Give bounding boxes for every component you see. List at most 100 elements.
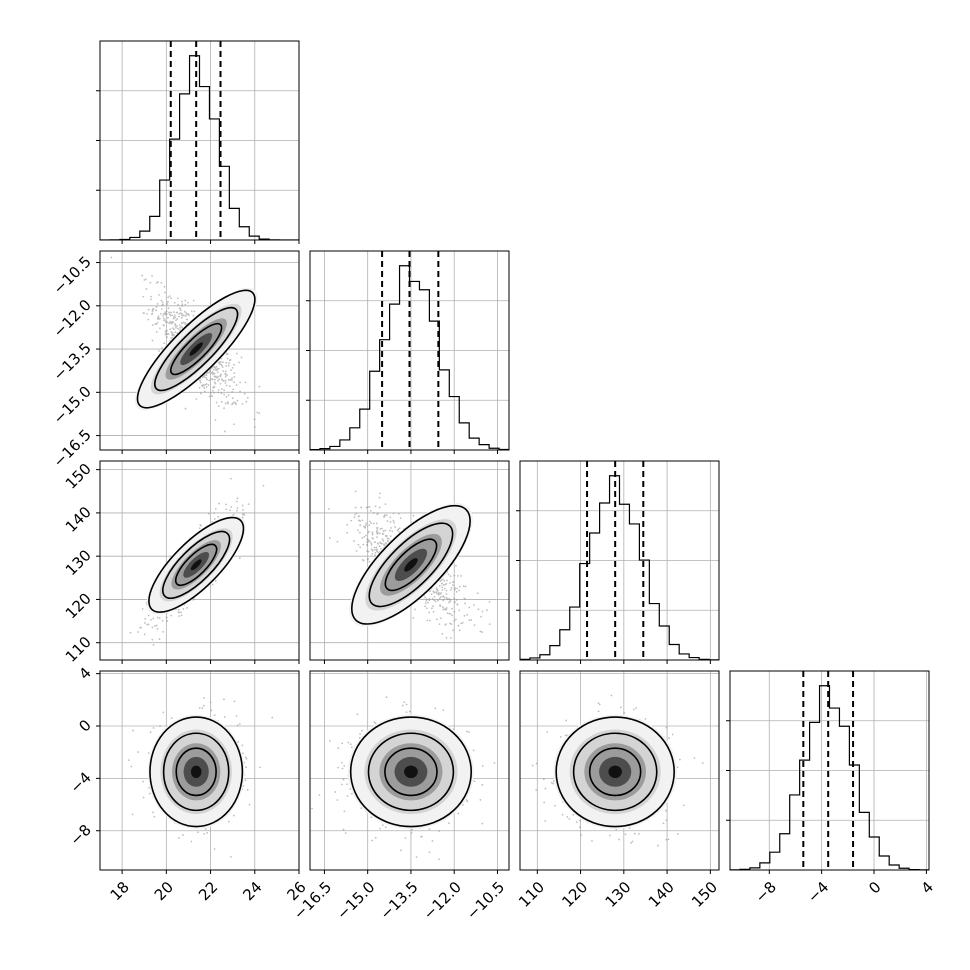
scatter-point <box>241 402 244 405</box>
scatter-point <box>162 303 164 306</box>
scatter-point <box>445 597 448 599</box>
scatter-point <box>433 596 436 598</box>
scatter-point <box>360 506 363 509</box>
y-tick-label: −13.5 <box>50 339 95 384</box>
scatter-point <box>192 598 195 601</box>
scatter-point <box>397 528 400 531</box>
scatter-point <box>454 587 457 589</box>
x-tick-label: 150 <box>688 878 721 911</box>
scatter-point <box>337 747 340 750</box>
scatter-point <box>271 716 274 719</box>
scatter-point <box>171 327 174 329</box>
scatter-point <box>204 383 207 386</box>
scatter-point <box>369 509 372 512</box>
scatter-point <box>434 707 437 710</box>
scatter-point <box>220 388 223 390</box>
scatter-point <box>152 727 155 729</box>
scatter-point <box>245 766 247 769</box>
scatter-point <box>198 707 201 709</box>
scatter-point <box>162 630 164 633</box>
scatter-point <box>437 593 440 596</box>
scatter-point <box>203 387 206 389</box>
scatter-point <box>174 323 177 326</box>
scatter-point <box>389 521 392 523</box>
scatter-point <box>440 592 443 594</box>
contour-line <box>162 732 230 812</box>
density-level <box>190 559 202 571</box>
scatter-point <box>464 585 467 588</box>
scatter-point <box>453 574 456 577</box>
scatter-point <box>210 378 213 380</box>
scatter-point <box>142 780 145 783</box>
scatter-point <box>481 822 484 825</box>
scatter-point <box>436 588 439 591</box>
scatter-point <box>383 543 386 546</box>
scatter-point <box>467 731 470 734</box>
contour-line <box>588 747 642 797</box>
scatter-point <box>198 527 201 530</box>
scatter-point <box>199 379 201 382</box>
scatter-point <box>224 402 227 405</box>
contour-line <box>149 716 244 828</box>
scatter-point <box>665 726 668 729</box>
scatter-point <box>386 534 388 537</box>
x-tick-label: 4 <box>918 878 937 897</box>
scatter-point <box>166 332 169 335</box>
scatter-point <box>455 564 457 567</box>
x-tick-label: 140 <box>645 878 678 911</box>
scatter-point <box>173 301 176 304</box>
scatter-point <box>152 644 155 646</box>
scatter-point <box>181 305 184 308</box>
scatter-point <box>385 514 388 517</box>
scatter-point <box>676 832 679 835</box>
scatter-point <box>238 723 241 725</box>
scatter-point <box>370 544 373 546</box>
scatter-point <box>449 575 452 578</box>
scatter-point <box>225 395 228 398</box>
scatter-point <box>435 591 438 594</box>
scatter-point <box>227 402 229 405</box>
scatter-point <box>336 799 339 801</box>
density-level <box>608 765 622 779</box>
scatter-point <box>170 321 173 324</box>
density-level <box>189 342 203 356</box>
scatter-point <box>221 366 224 368</box>
scatter-point <box>163 285 166 288</box>
scatter-point <box>177 327 179 330</box>
scatter-point <box>179 326 182 329</box>
scatter-point <box>391 530 394 533</box>
scatter-point <box>205 386 208 388</box>
histogram-step-line <box>520 475 719 660</box>
scatter-point <box>579 819 581 822</box>
scatter-point <box>144 278 147 281</box>
scatter-point <box>358 515 361 518</box>
scatter-point <box>258 766 261 769</box>
scatter-point <box>231 366 234 369</box>
scatter-point <box>369 520 372 523</box>
scatter-point <box>209 701 212 704</box>
scatter-point <box>151 312 154 315</box>
scatter-point <box>449 600 452 603</box>
scatter-point <box>356 713 359 716</box>
scatter-point <box>217 375 220 378</box>
panel-frame <box>309 460 510 661</box>
scatter-point <box>448 601 450 604</box>
scatter-point <box>165 310 168 313</box>
scatter-point <box>170 717 173 719</box>
histogram-step-line <box>100 55 299 240</box>
scatter-point <box>211 372 214 375</box>
scatter-point <box>427 601 429 604</box>
scatter-point <box>367 506 369 509</box>
scatter-point <box>176 311 179 314</box>
scatter-point <box>441 632 444 635</box>
scatter-point <box>430 593 433 596</box>
scatter-point <box>458 609 461 612</box>
scatter-point <box>244 756 247 759</box>
scatter-point <box>144 617 147 620</box>
scatter-point <box>199 381 202 384</box>
scatter-point <box>598 703 601 706</box>
scatter-point <box>132 729 134 732</box>
scatter-point <box>127 759 130 762</box>
density-content <box>129 477 265 646</box>
scatter-point <box>337 766 340 769</box>
